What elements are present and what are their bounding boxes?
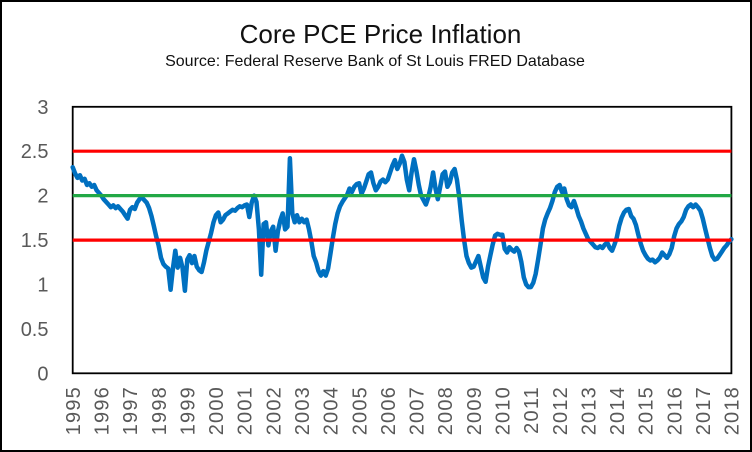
svg-text:3: 3 [37,97,48,119]
svg-text:2004: 2004 [321,386,343,435]
svg-text:2014: 2014 [607,386,629,435]
svg-text:0.5: 0.5 [21,319,49,341]
svg-text:1999: 1999 [178,386,200,435]
svg-text:1997: 1997 [120,386,142,435]
svg-text:1998: 1998 [149,386,171,435]
svg-text:1995: 1995 [63,386,85,435]
svg-text:2011: 2011 [521,386,543,434]
svg-text:1996: 1996 [92,386,114,435]
svg-text:1.5: 1.5 [21,230,49,252]
svg-text:2002: 2002 [263,386,285,435]
svg-text:2000: 2000 [206,386,228,435]
svg-text:2006: 2006 [378,386,400,435]
svg-text:2009: 2009 [464,386,486,435]
svg-text:2008: 2008 [435,386,457,435]
svg-text:2005: 2005 [349,386,371,435]
svg-text:2012: 2012 [550,386,572,435]
svg-text:2: 2 [37,186,48,208]
svg-text:2003: 2003 [292,386,314,435]
svg-text:2015: 2015 [636,386,658,435]
svg-text:2016: 2016 [664,386,686,435]
svg-text:2001: 2001 [235,386,257,435]
svg-text:2017: 2017 [693,386,715,435]
svg-text:2007: 2007 [407,386,429,435]
svg-text:2018: 2018 [722,386,744,435]
svg-text:2013: 2013 [578,386,600,435]
svg-text:0: 0 [37,363,48,385]
svg-text:2.5: 2.5 [21,141,49,163]
svg-text:1: 1 [37,275,48,297]
svg-text:2010: 2010 [493,386,515,435]
